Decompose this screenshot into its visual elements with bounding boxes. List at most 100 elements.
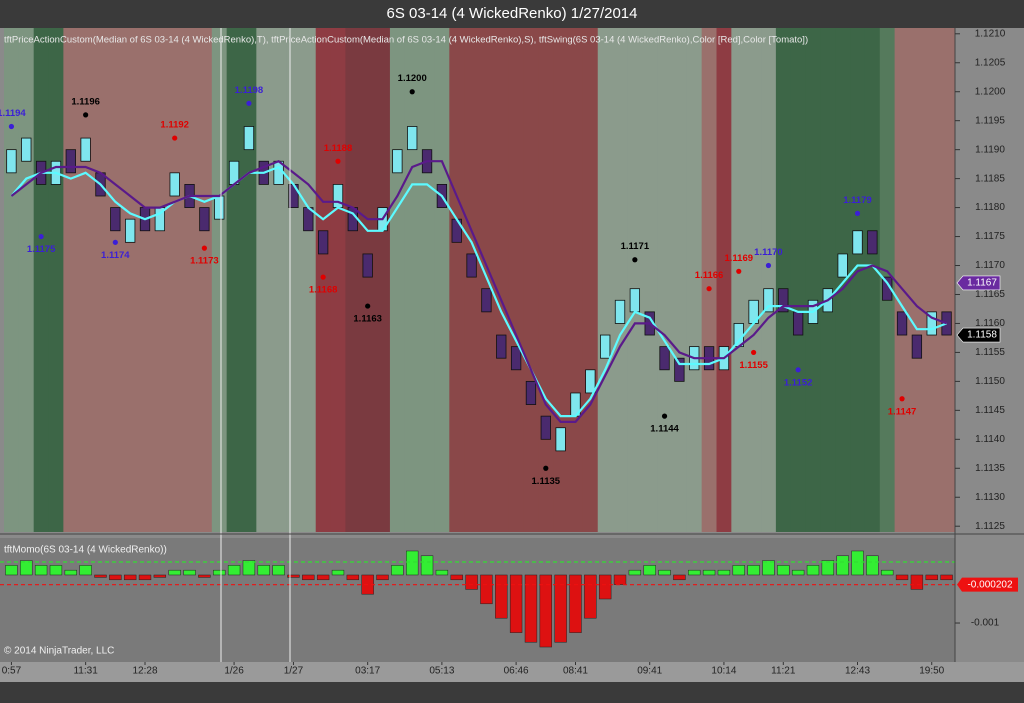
renko-brick — [926, 311, 937, 336]
renko-brick — [659, 346, 670, 371]
background-band — [152, 28, 168, 532]
y-tick-label: 1.1160 — [975, 318, 1005, 329]
swing-label: 1.1200 — [398, 73, 427, 84]
y-tick-label: 1.1130 — [975, 492, 1005, 503]
indicator-line — [10, 165, 947, 418]
y-tick-label: 1.1165 — [975, 289, 1005, 300]
momentum-bar — [925, 574, 938, 581]
momentum-bar — [272, 565, 285, 576]
swing-label: 1.1192 — [160, 120, 189, 131]
renko-brick — [555, 427, 566, 452]
swing-label: 1.1166 — [695, 270, 724, 281]
momentum-bar — [762, 560, 775, 576]
x-tick-label: 12:43 — [845, 666, 870, 677]
swing-dot — [112, 239, 118, 245]
x-tick-label: 11:31 — [73, 666, 98, 677]
background-band — [449, 28, 465, 532]
background-band — [671, 28, 688, 532]
momentum-bar — [940, 574, 953, 581]
swing-label: 1.1175 — [27, 244, 56, 255]
background-band — [300, 28, 317, 532]
background-band — [93, 28, 109, 532]
momentum-bar — [20, 560, 33, 576]
swing-label: 1.1171 — [621, 241, 650, 252]
x-tick-label: 03:17 — [355, 666, 380, 677]
x-tick-label: 10:14 — [711, 666, 736, 677]
swing-label: 1.1163 — [353, 314, 382, 325]
renko-brick — [911, 334, 923, 359]
momentum-bg — [0, 538, 955, 662]
x-tick-label: 06:46 — [504, 666, 529, 677]
swing-dot — [409, 89, 415, 95]
swing-dot — [83, 112, 89, 118]
swing-dot — [854, 210, 861, 216]
renko-brick — [392, 149, 403, 174]
renko-brick — [125, 218, 136, 243]
background-band — [404, 28, 421, 532]
background-band — [568, 28, 584, 532]
background-band — [716, 28, 732, 532]
renko-brick — [763, 288, 774, 313]
background-band — [137, 28, 153, 532]
background-band — [924, 28, 940, 532]
background-band — [627, 28, 643, 532]
swing-label: 1.1169 — [724, 253, 753, 264]
y-tick-label: 1.1185 — [975, 173, 1005, 184]
swing-label: 1.1188 — [324, 143, 353, 154]
background-band — [389, 28, 406, 532]
momentum-bar — [138, 574, 152, 581]
background-band — [434, 28, 450, 532]
background-band — [464, 28, 480, 532]
swing-label: 1.1155 — [739, 360, 768, 371]
copyright: © 2014 NinjaTrader, LLC — [4, 646, 114, 657]
background-band — [4, 28, 20, 532]
background-band — [360, 28, 376, 532]
renko-brick — [496, 334, 507, 359]
momentum-bar — [598, 574, 612, 600]
background-band — [939, 28, 955, 532]
background-band — [107, 28, 124, 532]
momentum-bar — [183, 569, 196, 576]
background-band — [330, 28, 346, 532]
background-band — [835, 28, 851, 532]
y-tick-label: 1.1150 — [975, 376, 1005, 387]
background-band — [805, 28, 821, 532]
swing-label: 1.1152 — [784, 377, 813, 388]
y-tick-label: 1.1145 — [975, 405, 1005, 416]
background-band — [256, 28, 272, 532]
price-marker — [956, 275, 1001, 291]
bands — [4, 28, 955, 532]
momentum-bar — [302, 574, 315, 581]
background-band — [167, 28, 183, 532]
background-band — [597, 28, 614, 532]
momentum-bar — [227, 565, 241, 576]
background-band — [493, 28, 510, 532]
momentum-bar — [866, 555, 879, 576]
y-tick-label: 1.1140 — [975, 434, 1005, 445]
indicator-line — [10, 159, 947, 423]
background-band — [538, 28, 554, 532]
momentum-bar — [109, 574, 122, 581]
renko-brick — [867, 230, 878, 255]
momentum-bar — [480, 574, 493, 605]
renko-brick — [80, 137, 91, 162]
momentum-bar — [628, 569, 642, 576]
momentum-bar — [806, 565, 820, 576]
momentum-bar — [153, 574, 167, 578]
x-tick-label: 09:41 — [637, 666, 662, 677]
background-band — [226, 28, 242, 532]
swing-dot — [795, 367, 801, 373]
momentum-bar — [242, 560, 256, 576]
y-tick-label: 1.1135 — [975, 463, 1005, 474]
swing-label: 1.1144 — [650, 424, 679, 435]
swing-dot — [751, 349, 757, 356]
y-tick-label: 1.1205 — [975, 57, 1006, 68]
background-band — [18, 28, 35, 532]
swing-dot — [765, 262, 772, 269]
renko-brick — [525, 380, 537, 405]
swing-label: 1.1170 — [754, 247, 783, 258]
background-band — [657, 28, 673, 532]
renko-brick — [169, 172, 180, 197]
momentum-label: tftMomo(6S 03-14 (4 WickedRenko)) — [4, 545, 167, 556]
